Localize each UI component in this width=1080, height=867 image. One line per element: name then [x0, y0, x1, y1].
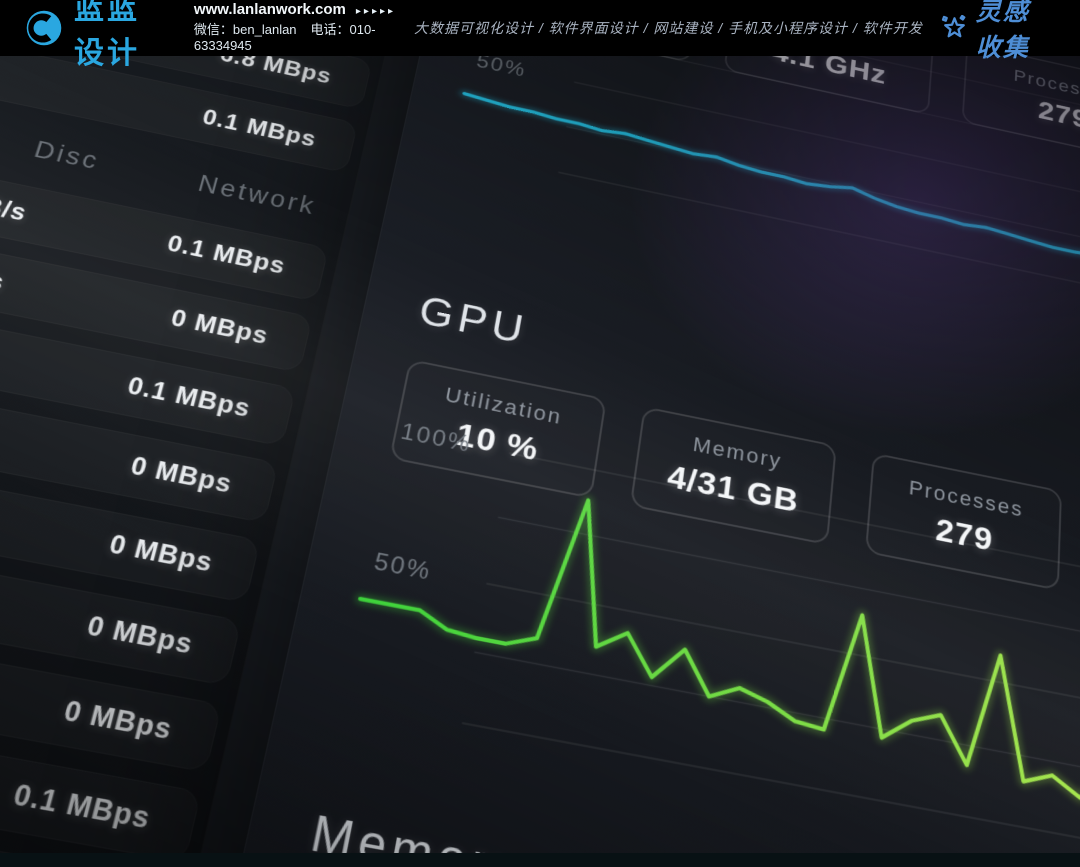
stat-value: 0 MBps: [168, 304, 272, 350]
dashboard-board: 2.2 GB0.2 MB/s0 MBps508 MB0.1 MB/s0.1 MB…: [0, 56, 1080, 853]
stat-value: [0, 428, 102, 460]
stat-value: 0 MBps: [60, 694, 176, 746]
cpu-chart: 100%50%: [453, 56, 1080, 338]
stat-value: [0, 673, 34, 705]
stat-value: [51, 84, 198, 115]
disc-column-header: Disc: [31, 135, 104, 175]
sparkle-star-icon: [941, 14, 968, 42]
network-column-header: Network: [195, 169, 319, 220]
services-nav: 大数据可视化设计 / 软件界面设计 / 网站建设 / 手机及小程序设计 / 软件…: [414, 20, 923, 36]
stat-value: [10, 211, 163, 242]
top-header: 蓝蓝设计 www.lanlanwork.com ▸▸▸▸▸ 微信：ben_lanl…: [0, 0, 1080, 70]
gpu-title: GPU: [415, 288, 532, 354]
stat-value: 0.5 MB/s: [0, 179, 31, 226]
inspiration-collect-button[interactable]: 灵感收集: [941, 0, 1056, 64]
memory-title: Memory: [306, 805, 527, 853]
stat-value: 0 MBps: [106, 529, 217, 578]
stat-value: [0, 588, 57, 620]
stat-value: 0.1 MBps: [164, 230, 289, 279]
collect-label: 灵感收集: [975, 0, 1030, 62]
arrows-decoration: ▸▸▸▸▸: [355, 6, 397, 18]
dashboard-scene: 2.2 GB0.2 MB/s0 MBps508 MB0.1 MB/s0.1 MB…: [0, 56, 1080, 853]
stat-value: 0.1 MBps: [124, 371, 254, 423]
contact-wechat: 微信：ben_lanlan: [193, 22, 297, 38]
stat-value: 0 MBps: [127, 451, 236, 499]
brand-name: 蓝蓝设计: [74, 0, 140, 70]
brand-block: 蓝蓝设计 www.lanlanwork.com ▸▸▸▸▸ 微信：ben_lanl…: [24, 0, 396, 72]
stat-value: [0, 280, 144, 311]
footer-bar: [0, 853, 1080, 867]
contact-phone: 电话：010-63334945: [193, 22, 376, 54]
website-link[interactable]: www.lanlanwork.com: [193, 1, 346, 19]
cpu-section: CPU AMD Utilization12 %Speed4.1 GHzProce…: [453, 56, 1080, 338]
stat-value: [0, 507, 80, 539]
contact-block: www.lanlanwork.com ▸▸▸▸▸ 微信：ben_lanlan 电话：…: [194, 1, 396, 54]
stat-value: 0.1 MBps: [9, 778, 155, 835]
stat-value: [0, 762, 9, 794]
stat-value: 0 MBps: [84, 610, 197, 660]
stat-value: 0.1 MBps: [200, 104, 319, 152]
cpu-plot: [453, 56, 1080, 338]
lanlan-logo-icon: [24, 8, 64, 48]
stat-value: [0, 353, 123, 385]
